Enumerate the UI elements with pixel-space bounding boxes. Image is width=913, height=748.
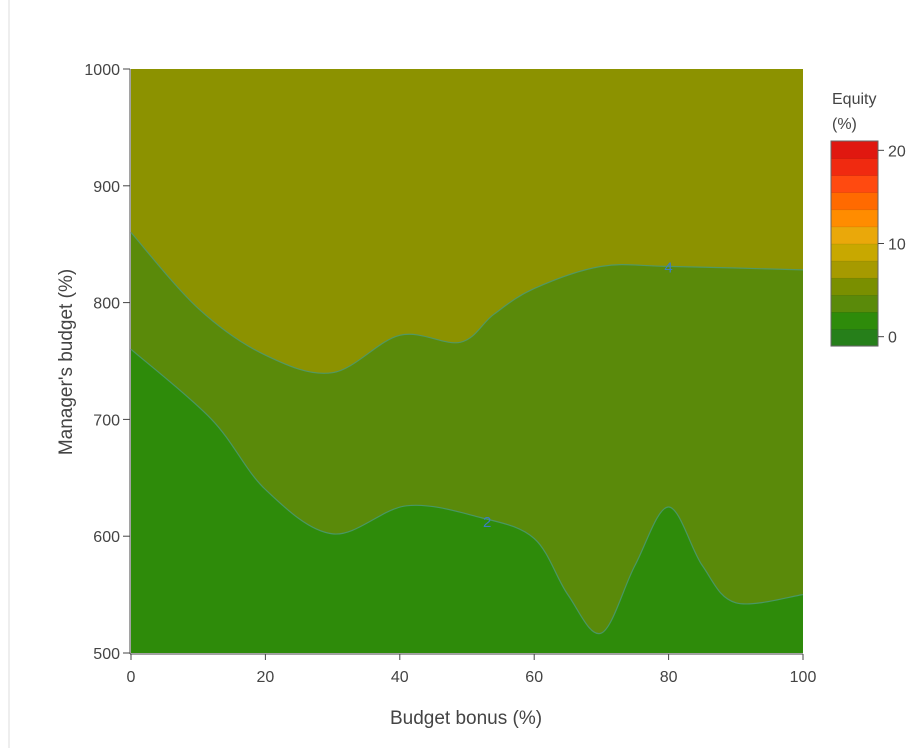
region-below-2: [131, 349, 803, 653]
colorbar-segment: [830, 140, 879, 159]
colorbar-segment: [830, 328, 879, 347]
y-tick-label: 900: [93, 179, 120, 196]
colorbar-segment: [830, 209, 879, 228]
contour-lines: [130, 232, 804, 635]
colorbar-segment: [830, 243, 879, 262]
colorbar-segment: [830, 226, 879, 245]
x-tick-label: 20: [257, 669, 275, 686]
x-tick-label: 80: [660, 669, 678, 686]
colorbar-title-line1: Equity: [832, 91, 876, 108]
x-tick-label: 100: [790, 669, 817, 686]
contour-line-2: [130, 348, 804, 635]
y-tick-label: 500: [93, 646, 120, 663]
contour-label-2: 2: [483, 514, 491, 531]
x-tick-label: 0: [127, 669, 136, 686]
colorbar-segment: [830, 260, 879, 279]
contour-labels: 24: [483, 260, 673, 532]
y-tick-label: 600: [93, 529, 120, 546]
x-axis-title: Budget bonus (%): [390, 708, 542, 729]
colorbar-tick-label: 20: [888, 143, 906, 160]
contour-line-4: [130, 232, 804, 374]
colorbar-segment: [830, 311, 879, 330]
colorbar-segment: [830, 157, 879, 176]
y-axis-title: Manager's budget (%): [56, 269, 77, 455]
colorbar: 0 10 20: [830, 140, 906, 347]
colorbar-title-line2: (%): [832, 116, 857, 133]
y-tick-label: 700: [93, 412, 120, 429]
colorbar-tick-label: 0: [888, 330, 897, 347]
contour-label-4: 4: [664, 260, 672, 277]
x-tick-label: 60: [525, 669, 543, 686]
y-tick-label: 1000: [84, 62, 120, 79]
colorbar-segment: [830, 277, 879, 296]
colorbar-segment: [830, 174, 879, 194]
colorbar-tick-label: 10: [888, 237, 906, 254]
y-tick-label: 800: [93, 296, 120, 313]
colorbar-segment: [830, 294, 879, 313]
colorbar-segment: [830, 192, 879, 211]
x-tick-label: 40: [391, 669, 409, 686]
axes: 0 20 40 60 80 100 500 600 700 800 900 1000: [84, 62, 816, 686]
plot-area[interactable]: [131, 69, 803, 653]
